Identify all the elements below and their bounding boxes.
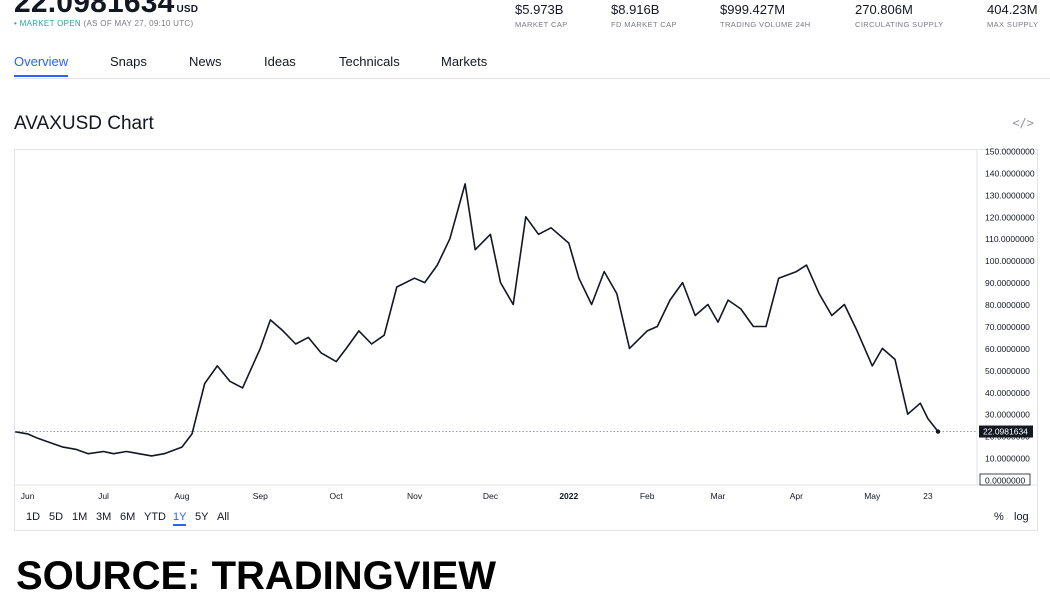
range-all[interactable]: All <box>217 511 230 523</box>
y-tick-label: 50.0000000 <box>985 366 1030 376</box>
price-unit: USD <box>176 4 199 15</box>
stat-label: MARKET CAP <box>515 20 568 29</box>
tab-news[interactable]: News <box>189 54 222 69</box>
stat-max-supply: 404.23M MAX SUPPLY <box>987 2 1038 29</box>
stat-value: $999.427M <box>720 2 786 17</box>
tab-markets[interactable]: Markets <box>441 54 488 69</box>
y-tick-label: 130.0000000 <box>985 190 1035 200</box>
x-tick-label: Apr <box>790 491 803 501</box>
range-ytd[interactable]: YTD <box>144 511 166 523</box>
y-tick-label: 10.0000000 <box>985 454 1030 464</box>
range-6m[interactable]: 6M <box>120 511 136 523</box>
y-tick-label: 150.0000000 <box>985 147 1035 157</box>
y-tick-label: 60.0000000 <box>985 344 1030 354</box>
stat-label: CIRCULATING SUPPLY <box>855 20 944 29</box>
stat-trading-volume: $999.427M TRADING VOLUME 24H <box>720 2 811 29</box>
x-tick-label: Feb <box>640 491 655 501</box>
last-price-label-bg <box>979 425 1033 438</box>
stat-label: TRADING VOLUME 24H <box>720 20 811 29</box>
x-tick-label: Oct <box>330 491 344 501</box>
stat-market-cap: $5.973B MARKET CAP <box>515 2 568 29</box>
y-tick-label: 110.0000000 <box>985 234 1034 244</box>
tab-bar: Overview Snaps News Ideas Technicals Mar… <box>14 54 1050 79</box>
tab-overview[interactable]: Overview <box>14 54 69 77</box>
tab-technicals[interactable]: Technicals <box>339 54 400 69</box>
stat-fd-market-cap: $8.916B FD MARKET CAP <box>611 2 677 29</box>
x-tick-label: May <box>864 491 881 501</box>
x-tick-label: 23 <box>923 491 933 501</box>
source-caption: SOURCE: TRADINGVIEW <box>16 554 496 598</box>
y-tick-label: 0.0000000 <box>985 476 1025 486</box>
stat-value: $5.973B <box>515 2 564 17</box>
y-tick-label: 30.0000000 <box>985 410 1030 420</box>
price-line <box>14 183 939 457</box>
stat-label: FD MARKET CAP <box>611 20 677 29</box>
y-tick-label: 90.0000000 <box>985 278 1030 288</box>
code-icon[interactable]: </> <box>1012 116 1034 130</box>
x-tick-label: Jul <box>98 491 109 501</box>
x-tick-label: 2022 <box>559 491 578 501</box>
last-price-label: 22.0981634 <box>983 427 1028 437</box>
tab-snaps[interactable]: Snaps <box>110 54 147 69</box>
stat-value: 270.806M <box>855 2 913 17</box>
x-tick-label: Jun <box>21 491 35 501</box>
last-price-dot <box>935 429 941 434</box>
price-display: 22.0981634 USD <box>14 0 198 20</box>
y-tick-label: 40.0000000 <box>985 388 1030 398</box>
x-tick-label: Sep <box>253 491 268 501</box>
x-tick-label: Dec <box>483 491 499 501</box>
x-tick-label: Nov <box>407 491 423 501</box>
y-tick-label: 80.0000000 <box>985 300 1030 310</box>
chart-container <box>14 149 1038 531</box>
percent-scale-toggle[interactable]: % <box>994 511 1004 523</box>
y-tick-label: 120.0000000 <box>985 212 1035 222</box>
range-3m[interactable]: 3M <box>96 511 112 523</box>
price-value: 22.0981634 <box>14 0 175 19</box>
market-open-label: • MARKET OPEN <box>14 19 82 28</box>
range-5y[interactable]: 5Y <box>195 511 209 523</box>
range-1y[interactable]: 1Y <box>173 511 187 526</box>
log-scale-toggle[interactable]: log <box>1014 511 1029 523</box>
y-zero-label-box <box>979 473 1031 486</box>
x-tick-label: Aug <box>174 491 189 501</box>
stat-circulating-supply: 270.806M CIRCULATING SUPPLY <box>855 2 944 29</box>
x-tick-label: Mar <box>711 491 726 501</box>
market-status: • MARKET OPEN (AS OF MAY 27, 09:10 UTC) <box>14 19 193 28</box>
range-5d[interactable]: 5D <box>49 511 64 523</box>
y-tick-label: 70.0000000 <box>985 322 1030 332</box>
y-tick-label: 140.0000000 <box>985 168 1035 178</box>
stat-value: 404.23M <box>987 2 1038 17</box>
market-status-time: (AS OF MAY 27, 09:10 UTC) <box>83 19 194 28</box>
stat-value: $8.916B <box>611 2 660 17</box>
range-1m[interactable]: 1M <box>72 511 88 523</box>
y-tick-label: 100.0000000 <box>985 256 1035 266</box>
range-1d[interactable]: 1D <box>26 511 41 523</box>
tab-ideas[interactable]: Ideas <box>264 54 296 69</box>
chart-title: AVAXUSD Chart <box>14 113 154 134</box>
stat-label: MAX SUPPLY <box>987 20 1039 29</box>
